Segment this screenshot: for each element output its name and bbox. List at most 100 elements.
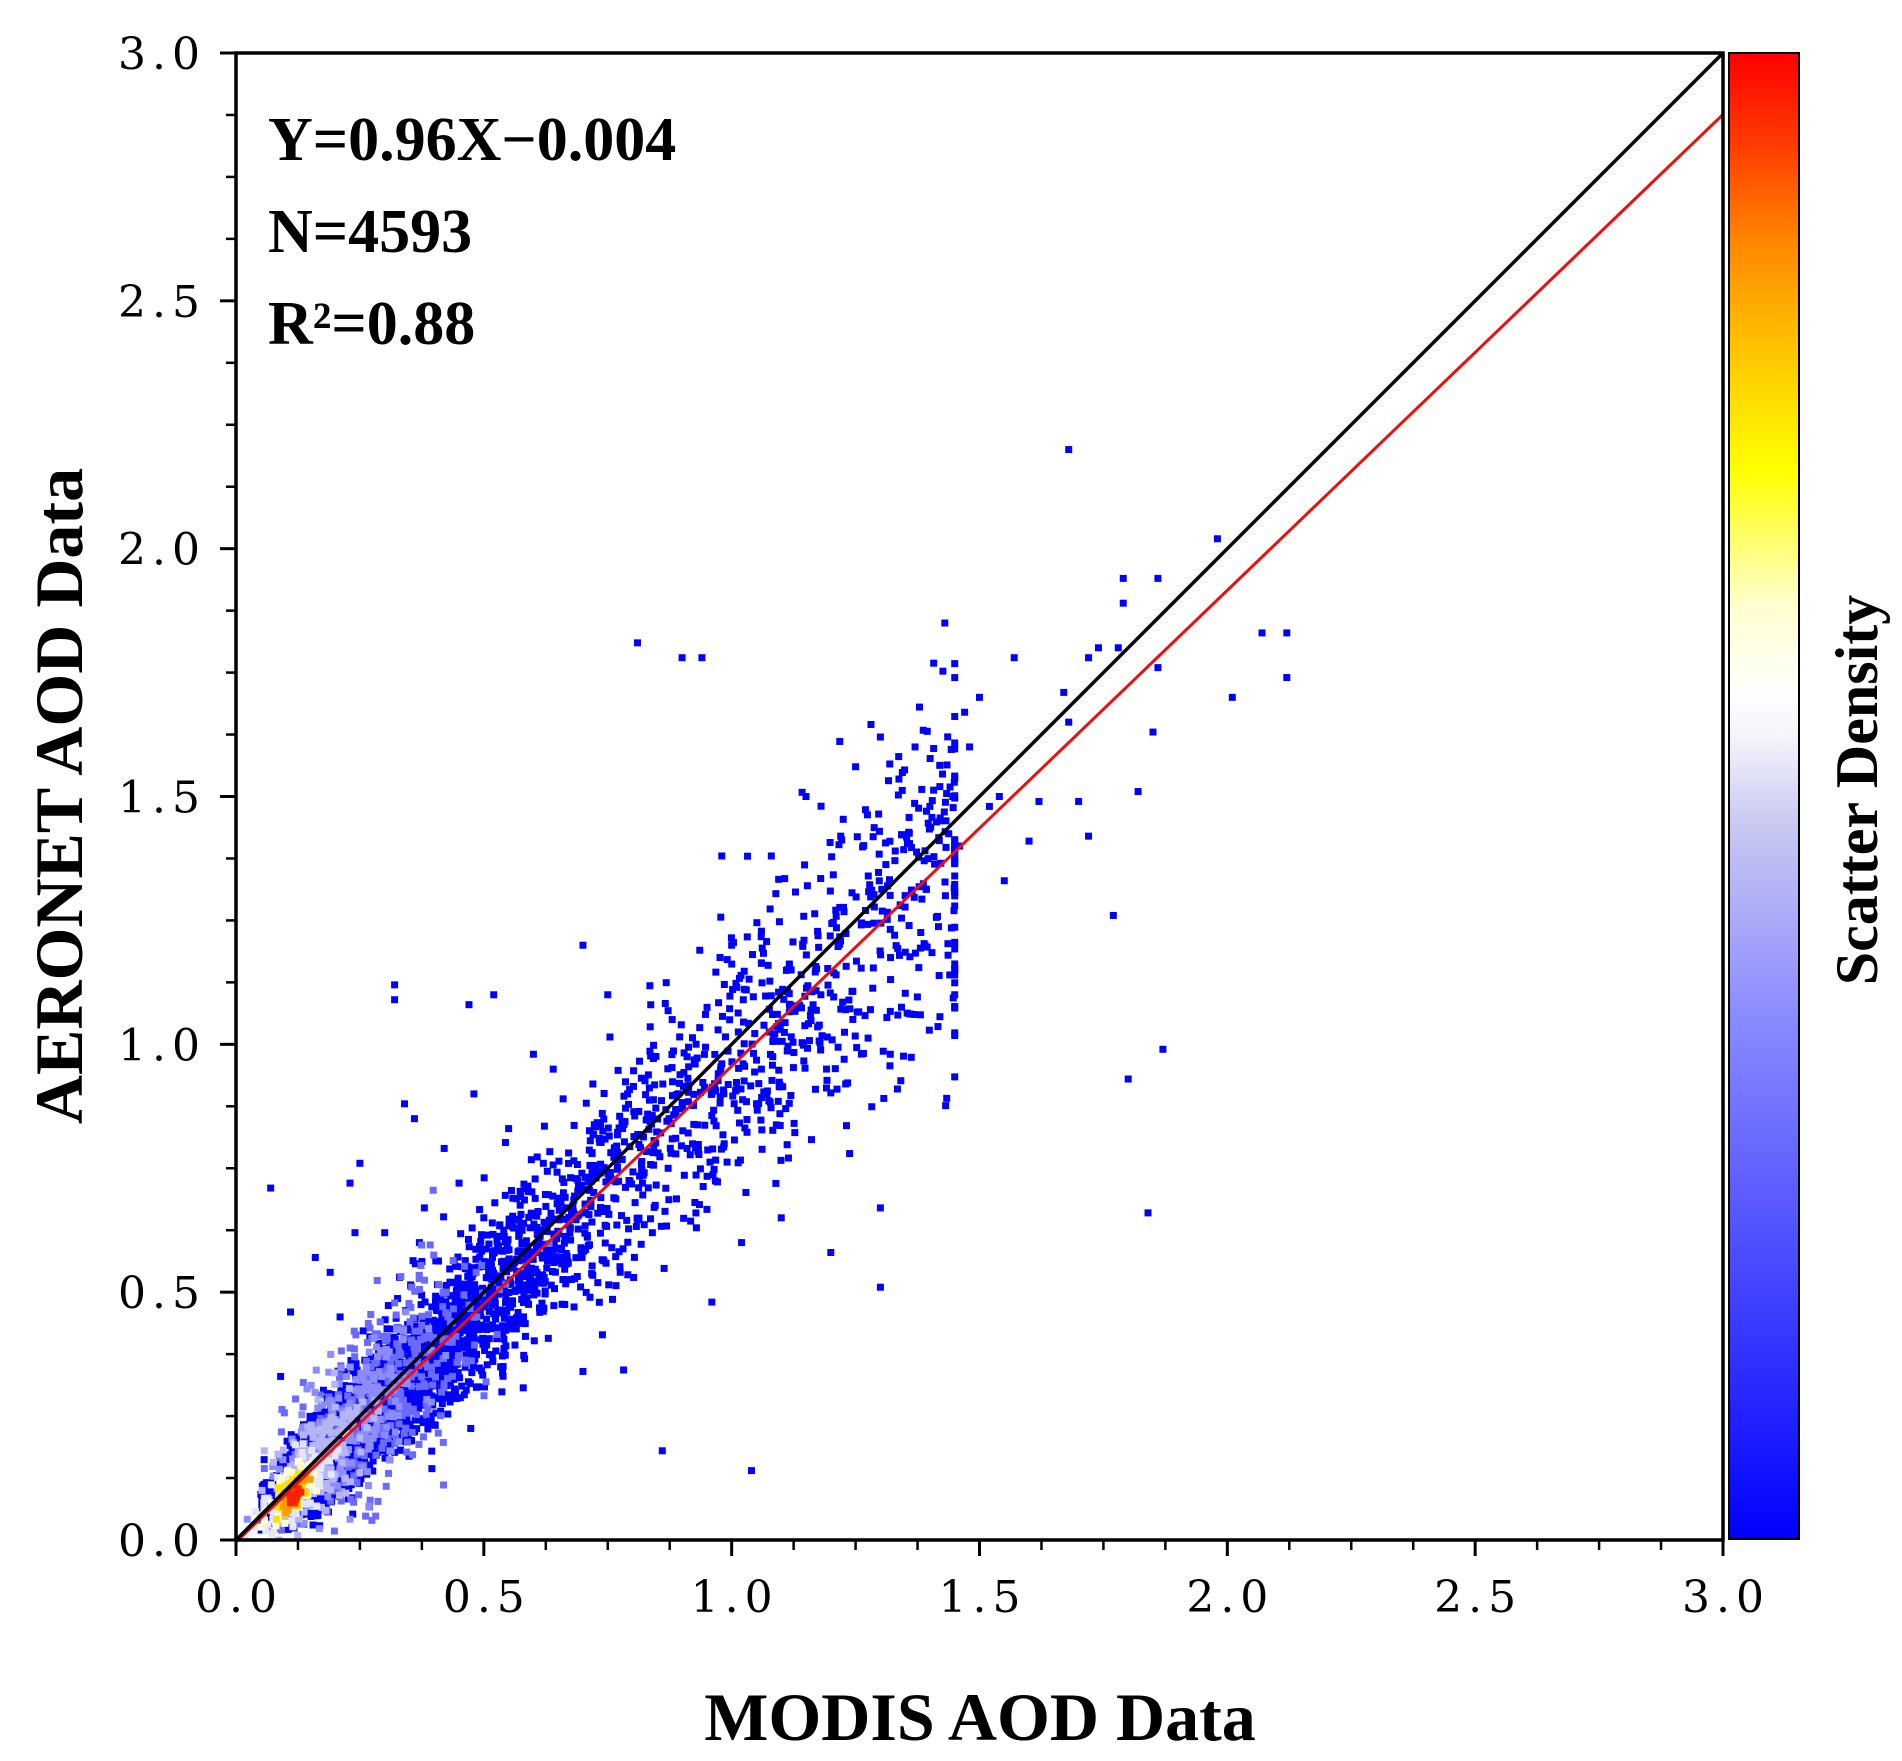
- scatter-point: [351, 1353, 359, 1361]
- scatter-point: [416, 1285, 424, 1293]
- scatter-point: [396, 1387, 404, 1395]
- scatter-point: [511, 1341, 519, 1349]
- scatter-point: [480, 1174, 488, 1182]
- scatter-point: [392, 1311, 400, 1319]
- scatter-point: [686, 1151, 694, 1159]
- scatter-point: [924, 855, 932, 863]
- scatter-point: [683, 1144, 691, 1152]
- scatter-point: [574, 1212, 582, 1220]
- scatter-point: [411, 1287, 419, 1295]
- scatter-point: [689, 1101, 697, 1109]
- scatter-point: [500, 1226, 508, 1234]
- scatter-point: [526, 1224, 534, 1232]
- scatter-point: [440, 1394, 448, 1402]
- scatter-point: [421, 1276, 429, 1284]
- scatter-point: [392, 1397, 400, 1405]
- scatter-point: [812, 1006, 820, 1014]
- scatter-point: [703, 1003, 711, 1011]
- scatter-point: [561, 1301, 569, 1309]
- scatter-point: [764, 961, 772, 969]
- scatter-point: [543, 1257, 551, 1265]
- scatter-point: [586, 1137, 594, 1145]
- scatter-point: [523, 1262, 531, 1270]
- scatter-point: [784, 1154, 792, 1162]
- scatter-point: [460, 1327, 468, 1335]
- scatter-point: [600, 1089, 608, 1097]
- scatter-point: [293, 1433, 301, 1441]
- scatter-point: [717, 1063, 725, 1071]
- scatter-point: [708, 1112, 716, 1120]
- scatter-point: [747, 1082, 755, 1090]
- scatter-point: [588, 1262, 596, 1270]
- scatter-point: [391, 996, 399, 1004]
- scatter-point: [549, 1192, 557, 1200]
- scatter-point: [544, 1334, 552, 1342]
- scatter-point: [476, 1242, 484, 1250]
- scatter-point: [635, 1107, 643, 1115]
- scatter-point: [864, 1034, 872, 1042]
- scatter-point: [418, 1341, 426, 1349]
- scatter-point: [383, 1325, 391, 1333]
- scatter-point: [758, 944, 766, 952]
- scatter-point: [515, 1283, 523, 1291]
- scatter-point: [432, 1292, 440, 1300]
- scatter-point: [667, 1149, 675, 1157]
- scatter-point: [408, 1436, 416, 1444]
- scatter-point: [696, 1024, 704, 1032]
- scatter-point: [531, 1265, 539, 1273]
- scatter-point: [783, 1047, 791, 1055]
- scatter-point: [423, 1337, 431, 1345]
- scatter-point: [613, 1221, 621, 1229]
- scatter-point: [597, 1194, 605, 1202]
- scatter-point: [629, 1082, 637, 1090]
- scatter-point: [382, 1427, 390, 1435]
- scatter-point: [521, 1295, 529, 1303]
- scatter-point: [529, 1050, 537, 1058]
- scatter-point: [538, 1251, 546, 1259]
- scatter-point: [553, 1235, 561, 1243]
- scatter-point: [666, 1144, 674, 1152]
- scatter-point: [620, 1138, 628, 1146]
- scatter-point: [480, 1258, 488, 1266]
- scatter-point: [492, 1347, 500, 1355]
- scatter-point: [631, 1112, 639, 1120]
- scatter-point: [875, 810, 883, 818]
- scatter-point: [650, 1041, 658, 1049]
- scatter-point: [622, 1183, 630, 1191]
- scatter-point: [527, 1286, 535, 1294]
- scatter-point: [547, 1209, 555, 1217]
- scatter-point: [431, 1354, 439, 1362]
- scatter-point: [668, 1135, 676, 1143]
- scatter-point: [763, 938, 771, 946]
- scatter-point: [445, 1365, 453, 1373]
- scatter-point: [709, 1171, 717, 1179]
- scatter-point: [431, 1373, 439, 1381]
- scatter-point: [419, 1419, 427, 1427]
- scatter-point: [590, 1121, 598, 1129]
- scatter-point: [437, 1344, 445, 1352]
- scatter-point: [791, 1129, 799, 1137]
- scatter-point: [781, 875, 789, 883]
- scatter-point: [910, 1010, 918, 1018]
- scatter-point: [539, 1159, 547, 1167]
- scatter-point: [464, 1235, 472, 1243]
- scatter-point: [886, 925, 894, 933]
- scatter-point: [867, 720, 875, 728]
- scatter-point: [598, 1109, 606, 1117]
- scatter-point: [571, 1192, 579, 1200]
- scatter-point: [462, 1322, 470, 1330]
- scatter-point: [543, 1167, 551, 1175]
- scatter-point: [647, 1161, 655, 1169]
- scatter-point: [885, 777, 893, 785]
- scatter-point: [535, 1271, 543, 1279]
- scatter-point: [329, 1480, 337, 1488]
- scatter-point: [717, 913, 725, 921]
- scatter-point: [565, 1221, 573, 1229]
- scatter-point: [578, 1169, 586, 1177]
- scatter-point: [454, 1253, 462, 1261]
- scatter-point: [605, 1132, 613, 1140]
- scatter-point: [467, 1292, 475, 1300]
- scatter-point: [464, 1265, 472, 1273]
- scatter-point: [695, 1201, 703, 1209]
- scatter-point: [894, 791, 902, 799]
